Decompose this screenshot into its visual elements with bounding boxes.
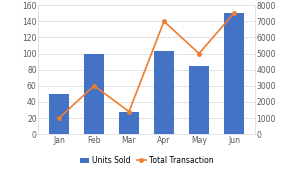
Total Transaction	[57, 117, 61, 119]
Total Transaction	[162, 20, 166, 22]
Total Transaction	[232, 12, 236, 14]
Line: Total Transaction: Total Transaction	[57, 12, 236, 120]
Bar	[50, 94, 69, 134]
Bar	[84, 53, 104, 134]
Legend: Units Sold, Total Transaction: Units Sold, Total Transaction	[76, 153, 217, 168]
Total Transaction	[197, 52, 201, 55]
Bar	[189, 66, 209, 134]
Total Transaction	[92, 85, 96, 87]
Bar	[224, 13, 243, 134]
Bar	[154, 51, 173, 134]
Total Transaction	[127, 111, 131, 113]
Bar	[120, 112, 139, 134]
